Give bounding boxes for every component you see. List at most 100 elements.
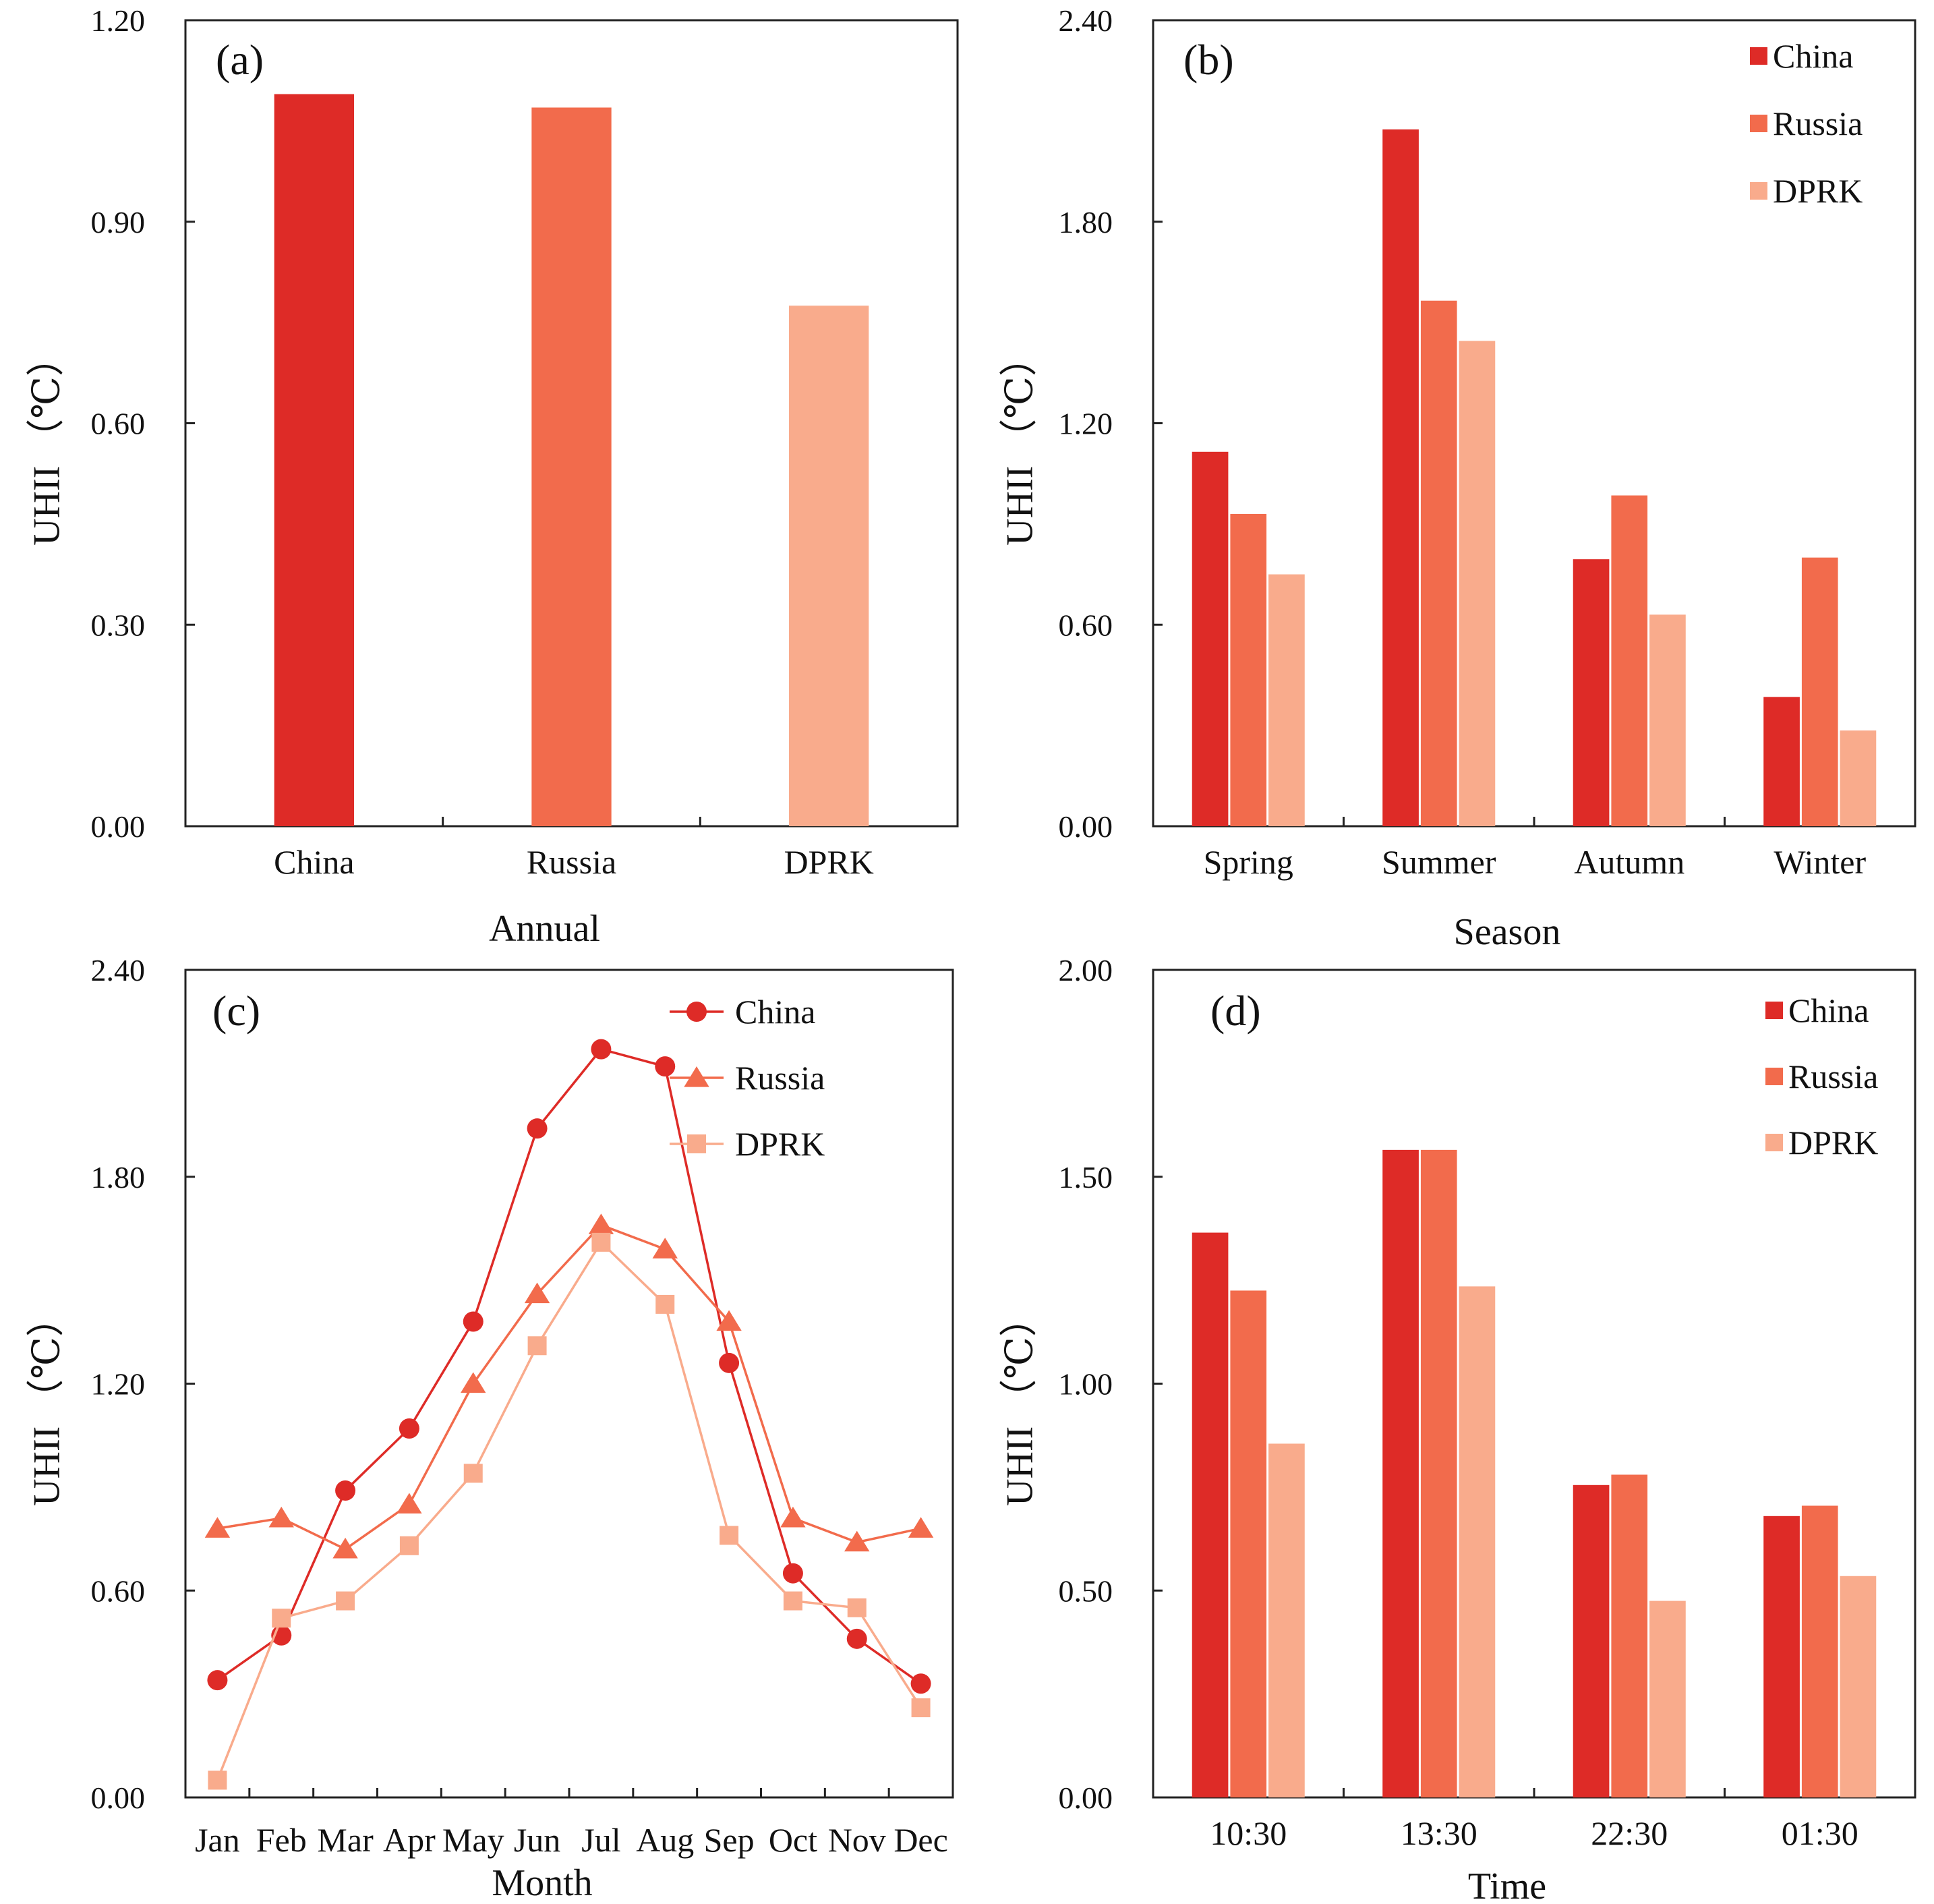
panel-label-c: (c) [212,987,260,1035]
bar-d-russia-1 [1420,1149,1457,1797]
x-tick-label-c: Dec [893,1821,948,1859]
bar-d-russia-0 [1230,1290,1267,1797]
point-china-6 [591,1039,612,1060]
point-dprk-6 [591,1232,611,1252]
x-axis-label-a: Annual [489,908,600,950]
bar-b-russia-0 [1230,513,1267,826]
bar-a-uhii-0 [274,94,354,827]
bar-a-uhii-2 [789,306,869,827]
x-tick-label-b: Autumn [1574,843,1684,881]
y-tick-label-b: 1.80 [1059,205,1113,239]
x-axis-label-c: Month [492,1862,592,1904]
bar-b-russia-1 [1420,300,1457,827]
x-tick-label-c: Sep [704,1821,755,1859]
point-russia-8 [716,1310,742,1331]
point-china-7 [655,1056,676,1077]
y-tick-label-b: 2.40 [1059,3,1113,38]
point-china-4 [463,1311,483,1332]
y-tick-label-d: 2.00 [1059,953,1113,987]
point-russia-0 [204,1517,231,1538]
x-tick-label-c: Jan [195,1821,240,1859]
legend-swatch-china [1765,1002,1783,1019]
point-dprk-4 [463,1464,483,1483]
x-tick-label-c: Feb [256,1821,307,1859]
point-dprk-11 [911,1698,931,1718]
bar-b-china-3 [1763,697,1800,826]
x-tick-label-c: Mar [317,1821,374,1859]
bar-d-russia-2 [1611,1474,1648,1797]
y-tick-label-c: 1.80 [91,1160,146,1194]
point-dprk-0 [208,1770,227,1790]
legend-label-dprk: DPRK [1788,1124,1878,1161]
point-russia-10 [844,1530,870,1552]
y-axis-label-c: UHII （℃） [26,1299,68,1506]
line-dprk [216,1240,922,1781]
point-russia-6 [588,1213,614,1234]
bar-d-china-3 [1763,1516,1800,1797]
point-china-2 [335,1480,356,1501]
bar-d-china-0 [1192,1232,1229,1797]
line-china [216,1047,922,1685]
point-dprk-5 [527,1336,547,1356]
x-tick-label-c: Nov [828,1821,886,1859]
panel-a: 0.00 0.30 0.60 0.90 1.20 UHII （℃） Annual (a) Chi… [26,3,959,950]
x-tick-label-d: 01:30 [1782,1814,1858,1852]
point-china-8 [719,1352,740,1373]
x-tick-label-c: May [442,1821,504,1859]
bar-b-dprk-0 [1268,574,1305,826]
x-tick-label-c: Aug [636,1821,694,1859]
point-dprk-8 [720,1526,739,1545]
x-axis-label-b: Season [1454,911,1561,953]
point-china-11 [910,1673,931,1694]
panel-label-d: (d) [1210,987,1261,1035]
y-tick-label-a: 0.00 [91,809,146,844]
x-tick-label-d: 10:30 [1210,1814,1287,1852]
point-china-9 [782,1563,803,1584]
point-russia-7 [652,1238,678,1259]
y-tick-label-a: 1.20 [91,3,146,38]
panel-d: 0.00 0.50 1.00 1.50 2.00 UHII （℃） Time (d) 10:30… [999,953,1916,1904]
bar-d-russia-3 [1801,1505,1838,1797]
legend-label-dprk: DPRK [735,1125,825,1163]
legend-label-china: China [1788,991,1869,1029]
point-dprk-10 [847,1598,867,1617]
point-china-0 [207,1670,228,1691]
point-dprk-2 [336,1591,355,1611]
bar-d-china-2 [1573,1484,1610,1797]
x-tick-label-d: 22:30 [1591,1814,1668,1852]
x-tick-label-c: Oct [769,1821,817,1859]
bar-d-china-1 [1382,1149,1419,1797]
bar-b-dprk-2 [1649,614,1686,826]
point-russia-4 [461,1372,486,1393]
legend-label-china: China [735,993,815,1031]
legend-swatch-dprk [1750,182,1767,200]
y-tick-label-c: 2.40 [91,953,146,987]
legend-swatch-dprk [1765,1134,1783,1151]
x-tick-label-c: Apr [383,1821,436,1859]
bar-b-china-0 [1192,451,1229,826]
panel-b: 0.00 0.60 1.20 1.80 2.40 UHII （℃） Season (b) Spr… [999,3,1916,953]
x-tick-label-b: Winter [1774,843,1866,881]
y-tick-label-d: 1.50 [1059,1160,1113,1194]
legend-swatch-china [1750,47,1767,65]
bar-d-dprk-1 [1459,1286,1496,1797]
x-tick-label-c: Jun [514,1821,560,1859]
x-tick-label-b: Summer [1382,843,1496,881]
y-tick-label-d: 0.00 [1059,1781,1113,1815]
x-tick-label-c: Jul [581,1821,620,1859]
bar-d-dprk-2 [1649,1600,1686,1797]
y-tick-label-b: 0.00 [1059,809,1113,844]
y-tick-label-a: 0.90 [91,205,146,239]
legend-label-dprk: DPRK [1773,172,1863,210]
point-china-10 [846,1628,867,1649]
bar-b-china-1 [1382,129,1419,827]
x-tick-label-d: 13:30 [1401,1814,1477,1852]
legend-label-russia: Russia [1773,105,1863,142]
point-dprk-1 [272,1609,291,1628]
y-tick-label-c: 0.60 [91,1574,146,1608]
point-russia-2 [332,1537,358,1559]
legend-swatch-russia [1765,1068,1783,1085]
y-tick-label-c: 1.20 [91,1367,146,1402]
bar-d-dprk-3 [1840,1576,1877,1797]
